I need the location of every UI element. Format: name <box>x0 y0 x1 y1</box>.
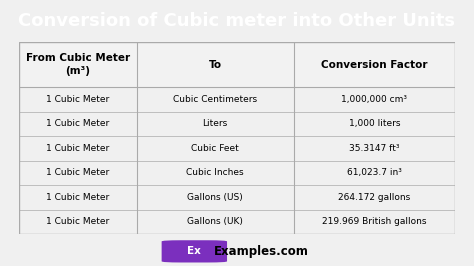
Text: Conversion of Cubic meter into Other Units: Conversion of Cubic meter into Other Uni… <box>18 12 456 30</box>
Text: Liters: Liters <box>202 119 228 128</box>
Text: From Cubic Meter
(m³): From Cubic Meter (m³) <box>26 53 130 76</box>
Text: 1 Cubic Meter: 1 Cubic Meter <box>46 144 109 153</box>
Text: Ex: Ex <box>187 246 201 256</box>
Text: 264.172 gallons: 264.172 gallons <box>338 193 410 202</box>
Text: 35.3147 ft³: 35.3147 ft³ <box>349 144 400 153</box>
Text: 1 Cubic Meter: 1 Cubic Meter <box>46 119 109 128</box>
Text: Conversion Factor: Conversion Factor <box>321 60 428 70</box>
Text: 61,023.7 in³: 61,023.7 in³ <box>347 168 402 177</box>
Text: Cubic Centimeters: Cubic Centimeters <box>173 95 257 104</box>
Bar <box>19 42 455 87</box>
Text: 1,000 liters: 1,000 liters <box>348 119 400 128</box>
Text: Examples.com: Examples.com <box>214 245 309 258</box>
Text: Gallons (UK): Gallons (UK) <box>187 217 243 226</box>
FancyBboxPatch shape <box>162 240 227 263</box>
Text: To: To <box>209 60 222 70</box>
Text: 1 Cubic Meter: 1 Cubic Meter <box>46 193 109 202</box>
Text: Cubic Feet: Cubic Feet <box>191 144 239 153</box>
Text: 1 Cubic Meter: 1 Cubic Meter <box>46 168 109 177</box>
Text: 1 Cubic Meter: 1 Cubic Meter <box>46 217 109 226</box>
Text: Gallons (US): Gallons (US) <box>187 193 243 202</box>
Text: 1 Cubic Meter: 1 Cubic Meter <box>46 95 109 104</box>
Text: Cubic Inches: Cubic Inches <box>186 168 244 177</box>
Text: 219.969 British gallons: 219.969 British gallons <box>322 217 427 226</box>
Text: 1,000,000 cm³: 1,000,000 cm³ <box>341 95 407 104</box>
